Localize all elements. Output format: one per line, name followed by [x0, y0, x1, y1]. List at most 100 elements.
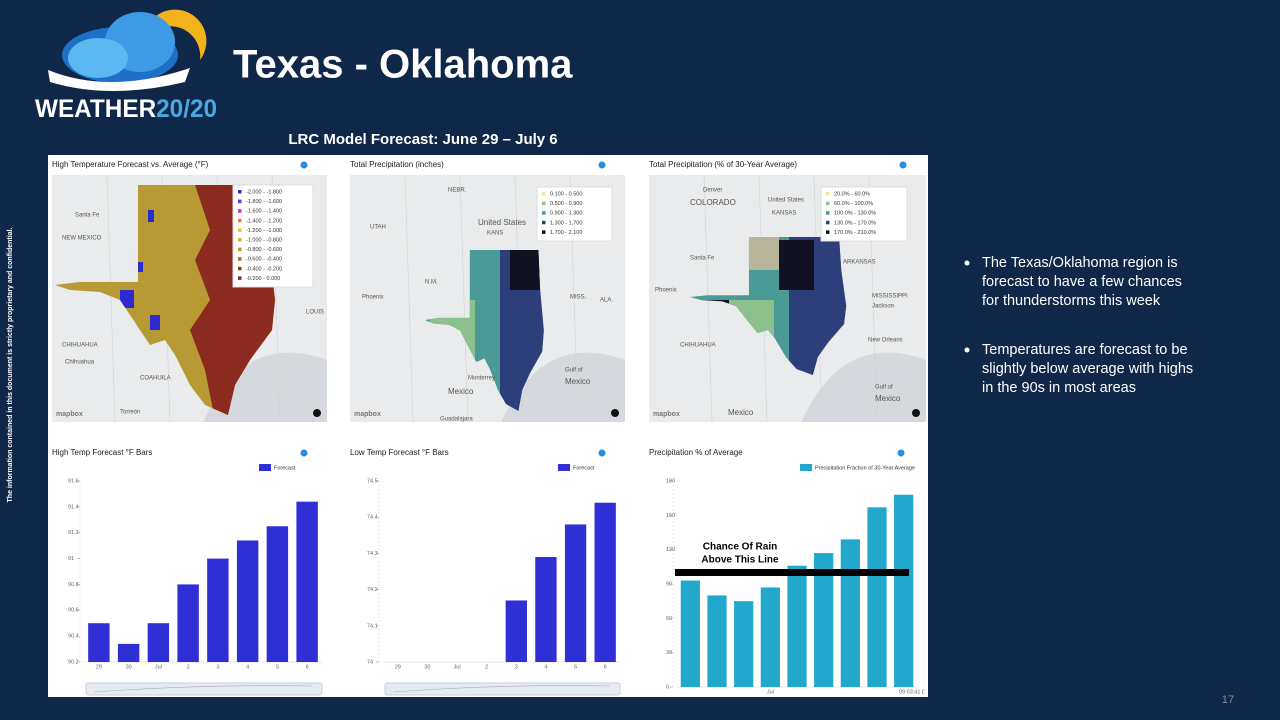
legend-label: -1.000 - -0.800 — [246, 237, 282, 243]
map-label: NEW MEXICO — [62, 236, 102, 242]
y-tick-label: 120 — [666, 547, 675, 553]
gulf — [501, 352, 625, 422]
panel-badge — [300, 449, 308, 457]
map-title: Total Precipitation (% of 30-Year Averag… — [649, 160, 797, 169]
x-tick-label: 2 — [485, 664, 488, 670]
chart: Precipitation % of Average Precipitation … — [649, 448, 925, 695]
x-tick-label: 5 — [276, 664, 279, 670]
slide-title: Texas - Oklahoma — [233, 43, 573, 87]
legend-swatch — [542, 230, 546, 234]
legend-swatch — [238, 257, 242, 261]
legend-swatch — [800, 464, 812, 471]
map-label: COLORADO — [690, 198, 736, 207]
bar — [840, 539, 860, 687]
legend-label: -2.000 - -1.800 — [246, 189, 282, 195]
side-note: The information contained in this docume… — [7, 227, 14, 502]
info-icon — [313, 409, 321, 417]
legend-swatch — [238, 266, 242, 271]
y-tick-label: 74.4 — [367, 515, 378, 521]
map-label: Gulf of — [565, 368, 583, 374]
bar — [680, 580, 700, 687]
map-title: Total Precipitation (inches) — [350, 160, 444, 169]
y-tick-label: 91.4 — [68, 504, 79, 510]
map-label: United States — [768, 198, 804, 204]
chart-title: Precipitation % of Average — [649, 448, 743, 457]
timestamp: 09:03:41 £ — [899, 689, 925, 695]
range-slider-trace — [392, 685, 611, 693]
legend-swatch — [238, 247, 242, 252]
range-slider — [85, 682, 323, 696]
legend-swatch — [826, 192, 830, 196]
x-tick-label: Jul — [155, 664, 162, 670]
x-tick-label: 29 — [96, 664, 102, 670]
map-label: Chihuahua — [65, 360, 95, 366]
legend-label: 0.500 - 0.900 — [550, 201, 582, 207]
charts: High Temp Forecast °F Bars Forecast 90.2 90… — [52, 448, 925, 696]
x-tick-label: 30 — [424, 664, 430, 670]
map-label: N.M. — [425, 280, 438, 286]
legend-swatch — [542, 192, 546, 196]
map-label: UTAH — [370, 225, 386, 231]
y-tick-label: 74.3 — [367, 551, 378, 557]
region-patch — [135, 262, 143, 272]
x-tick-label: Jul — [767, 689, 774, 695]
y-tick-label: 90 — [666, 581, 672, 587]
map-label: Gulf of — [875, 385, 893, 391]
bullets: The Texas/Oklahoma region is forecast to … — [964, 255, 1193, 396]
map-border — [404, 175, 414, 422]
legend-swatch — [826, 201, 830, 206]
panel-badge — [598, 449, 606, 457]
bar — [787, 565, 807, 687]
gulf — [801, 352, 926, 422]
legend-label: Forecast — [274, 465, 296, 471]
legend-swatch — [238, 190, 242, 194]
y-tick-label: 150 — [666, 513, 675, 519]
range-slider-trace — [93, 685, 313, 693]
map-title: High Temperature Forecast vs. Average (°… — [52, 160, 209, 169]
map: Denver COLORADO United States KANSAS ARKANSA… — [649, 175, 926, 422]
map-label: CHIHUAHUA — [680, 343, 716, 349]
bullet-line: slightly below average with highs — [982, 361, 1193, 377]
legend-label: 60.0% - 100.0% — [834, 201, 873, 207]
map-label: Phoenix — [362, 295, 384, 301]
legend-swatch — [238, 209, 242, 213]
bar — [867, 507, 887, 687]
y-tick-label: 90.6 — [68, 608, 79, 614]
y-tick-label: 90.4 — [68, 634, 79, 640]
legend-label: 0.900 - 1.300 — [550, 211, 582, 217]
legend-label: -0.400 - -0.200 — [246, 266, 282, 272]
range-slider — [384, 682, 621, 696]
legend-swatch — [542, 211, 546, 215]
region-patch — [779, 240, 814, 290]
map-label: LOUIS — [306, 310, 324, 316]
map-label: MISSISSIPPI — [872, 294, 908, 300]
logo-text: WEATHER20/20 — [35, 95, 217, 123]
legend-swatch — [826, 220, 830, 225]
annotation: Chance Of Rain — [703, 542, 777, 553]
y-tick-label: 60 — [666, 616, 672, 622]
bar — [296, 501, 318, 662]
bar — [88, 623, 110, 662]
legend-swatch — [238, 199, 242, 204]
x-tick-label: 3 — [216, 664, 219, 670]
bar — [236, 540, 259, 662]
legend-box — [536, 186, 613, 242]
legend-swatch — [558, 464, 570, 471]
map-label: COAHUILA — [140, 376, 171, 382]
chart-title: High Temp Forecast °F Bars — [52, 448, 152, 457]
logo-word: WEATHER — [35, 95, 156, 123]
bar — [760, 587, 780, 687]
panel-badge — [897, 449, 905, 457]
gulf — [203, 352, 327, 422]
y-tick-label: 74.5 — [367, 478, 378, 484]
x-tick-label: 5 — [574, 664, 577, 670]
chart: High Temp Forecast °F Bars Forecast 90.2 90… — [52, 448, 323, 696]
panel-badge — [899, 161, 907, 169]
x-tick-label: 2 — [187, 664, 190, 670]
map-label: MISS. — [570, 295, 587, 301]
map-label: ALA. — [600, 298, 613, 304]
legend-swatch — [259, 464, 271, 471]
legend-label: -1.200 - -1.000 — [246, 228, 282, 234]
map-label: Mexico — [448, 387, 474, 396]
